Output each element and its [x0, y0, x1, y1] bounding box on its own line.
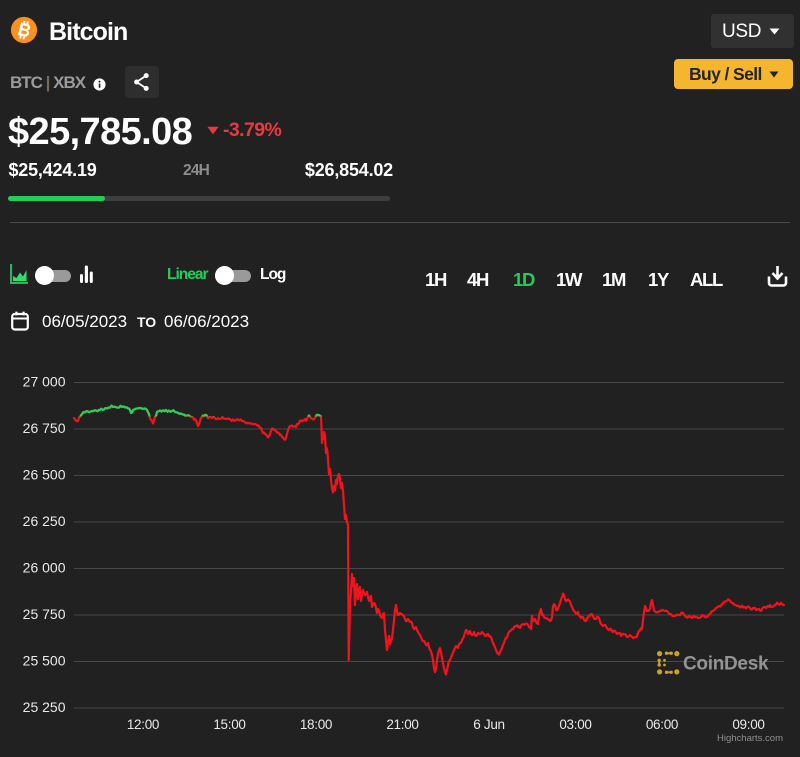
- svg-text:03:00: 03:00: [559, 717, 591, 732]
- svg-text:25 500: 25 500: [23, 653, 66, 669]
- svg-text:26 500: 26 500: [23, 467, 66, 483]
- svg-text:26 750: 26 750: [23, 420, 66, 436]
- svg-text:25 250: 25 250: [23, 699, 66, 715]
- svg-text:Highcharts.com: Highcharts.com: [717, 733, 783, 744]
- svg-text:26 250: 26 250: [23, 513, 66, 529]
- svg-text:25 750: 25 750: [23, 606, 66, 622]
- svg-text:12:00: 12:00: [127, 717, 159, 732]
- svg-text:26 000: 26 000: [23, 560, 66, 576]
- svg-text:CoinDesk: CoinDesk: [683, 654, 769, 675]
- svg-text:15:00: 15:00: [213, 717, 245, 732]
- svg-text:18:00: 18:00: [300, 717, 332, 732]
- svg-text:6 Jun: 6 Jun: [473, 717, 505, 732]
- svg-text:21:00: 21:00: [386, 717, 418, 732]
- svg-text:09:00: 09:00: [732, 717, 764, 732]
- svg-text:27 000: 27 000: [23, 374, 66, 390]
- svg-text:06:00: 06:00: [646, 717, 678, 732]
